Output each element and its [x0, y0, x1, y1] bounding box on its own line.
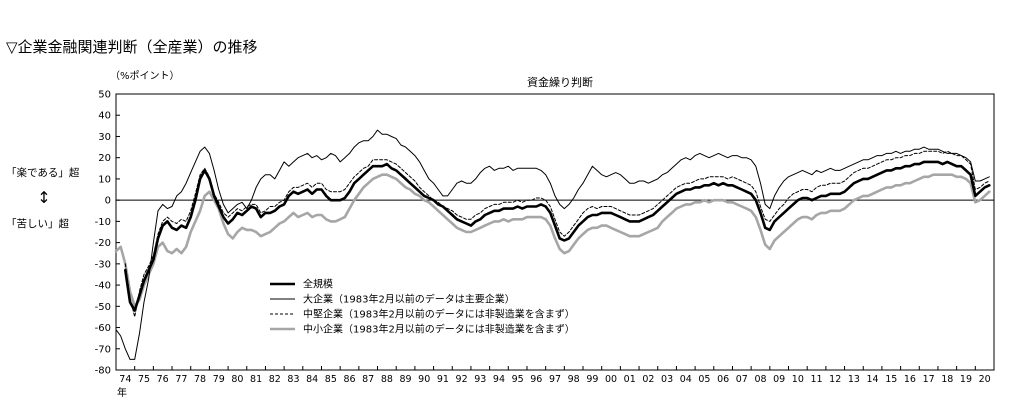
- x-tick-label: 91: [437, 374, 449, 385]
- x-tick-label: 16: [904, 374, 916, 385]
- x-tick-label: 05: [698, 374, 710, 385]
- series-line-1: [115, 129, 990, 360]
- x-tick-label: 86: [343, 374, 355, 385]
- x-tick-label: 99: [586, 374, 598, 385]
- x-tick-label: 85: [325, 374, 337, 385]
- y-tick-label: 10: [98, 174, 111, 185]
- x-tick-label: 11: [810, 374, 822, 385]
- y-tick-label: 20: [98, 153, 111, 164]
- x-tick-label: 76: [157, 374, 169, 385]
- x-axis-unit: 年: [117, 386, 127, 399]
- axis-ticks: 50 40 30 20 10 0 -10 -20 -30 -40 -50 -60 -70 -80 74 75 7…: [95, 90, 994, 385]
- x-tick-label: 74: [119, 374, 131, 385]
- x-tick-label: 15: [885, 374, 897, 385]
- x-tick-label: 19: [960, 374, 972, 385]
- y-tick-label: -40: [95, 281, 111, 292]
- y-tick-label: 30: [98, 132, 111, 143]
- x-tick-label: 09: [773, 374, 785, 385]
- x-tick-label: 82: [269, 374, 281, 385]
- chart-title: 資金繰り判断: [527, 75, 593, 89]
- x-tick-label: 84: [306, 374, 318, 385]
- x-tick-label: 94: [493, 374, 505, 385]
- y-tick-label: 50: [98, 90, 111, 101]
- series-line-0: [124, 160, 991, 312]
- x-tick-label: 08: [754, 374, 766, 385]
- x-tick-label: 93: [474, 374, 486, 385]
- x-tick-label: 92: [456, 374, 468, 385]
- y-tick-label: -70: [95, 344, 111, 355]
- x-tick-label: 00: [605, 374, 617, 385]
- x-tick-label: 75: [138, 374, 150, 385]
- x-tick-label: 04: [680, 374, 692, 385]
- x-tick-label: 12: [829, 374, 841, 385]
- x-tick-label: 88: [381, 374, 393, 385]
- x-tick-label: 98: [568, 374, 580, 385]
- x-tick-label: 96: [530, 374, 542, 385]
- legend-label: 全規模: [303, 278, 333, 291]
- x-tick-label: 20: [979, 374, 991, 385]
- side-label-arrow: ↕: [37, 188, 50, 207]
- plot-frame: [115, 93, 995, 371]
- y-axis-unit: （%ポイント）: [110, 70, 180, 82]
- x-tick-label: 78: [194, 374, 206, 385]
- y-tick-label: 40: [98, 111, 111, 122]
- y-tick-label: -20: [95, 238, 111, 249]
- x-tick-label: 89: [400, 374, 412, 385]
- side-label-lower: 「苦しい」超: [6, 217, 69, 230]
- x-tick-label: 81: [250, 374, 262, 385]
- x-tick-label: 06: [717, 374, 729, 385]
- x-tick-label: 02: [642, 374, 654, 385]
- x-tick-label: 87: [362, 374, 374, 385]
- x-tick-label: 17: [923, 374, 935, 385]
- y-tick-label: -50: [95, 302, 111, 313]
- y-tick-label: -30: [95, 259, 111, 270]
- series-line-2: [124, 150, 990, 318]
- x-tick-label: 77: [175, 374, 187, 385]
- x-tick-label: 03: [661, 374, 673, 385]
- x-tick-label: 97: [549, 374, 561, 385]
- legend-label: 中堅企業（1983年2月以前のデータには非製造業を含まず）: [303, 308, 575, 321]
- legend-label: 中小企業（1983年2月以前のデータには非製造業を含まず）: [303, 323, 575, 336]
- x-tick-label: 13: [848, 374, 860, 385]
- legend-label: 大企業（1983年2月以前のデータは主要企業）: [303, 293, 515, 306]
- x-tick-label: 10: [792, 374, 804, 385]
- series-lines: [114, 129, 991, 360]
- x-tick-label: 83: [287, 374, 299, 385]
- series-line-3: [114, 173, 991, 308]
- x-tick-label: 79: [213, 374, 225, 385]
- y-tick-label: -60: [95, 323, 111, 334]
- x-tick-label: 80: [231, 374, 243, 385]
- x-tick-label: 95: [512, 374, 524, 385]
- x-tick-label: 18: [941, 374, 953, 385]
- x-tick-label: 01: [624, 374, 636, 385]
- side-label-upper: 「楽である」超: [6, 166, 80, 179]
- figure-title: ▽企業金融関連判断（全産業）の推移: [6, 38, 258, 56]
- y-tick-label: 0: [105, 196, 111, 207]
- x-tick-label: 14: [867, 374, 879, 385]
- y-tick-label: -80: [95, 366, 111, 377]
- x-tick-label: 07: [736, 374, 748, 385]
- x-tick-label: 90: [418, 374, 430, 385]
- y-tick-label: -10: [95, 217, 111, 228]
